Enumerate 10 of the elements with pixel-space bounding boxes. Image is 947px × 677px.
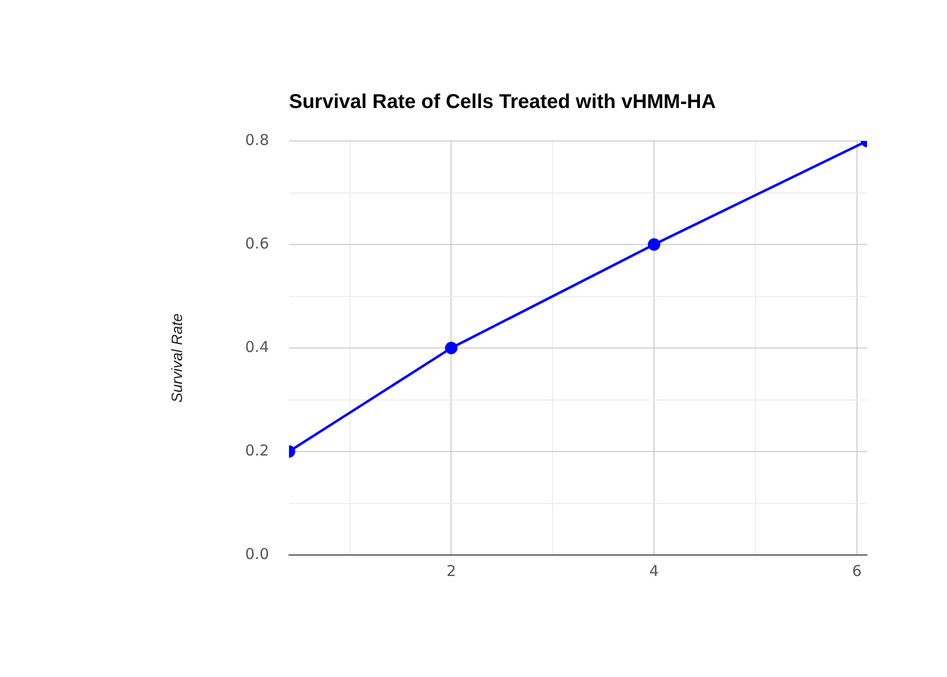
- y-tick-label: 0.8: [245, 130, 269, 149]
- y-tick-label: 0.4: [245, 338, 269, 356]
- x-tick-label: 4: [649, 562, 659, 580]
- y-tick-label: 0.6: [245, 234, 269, 252]
- chart-title: Survival Rate of Cells Treated with vHMM-HA: [289, 91, 716, 113]
- y-tick-label: 0.0: [245, 544, 269, 563]
- y-axis-title: Survival Rate: [169, 313, 186, 403]
- x-tick-label: 2: [446, 562, 456, 580]
- y-tick-label: 0.2: [245, 441, 269, 460]
- x-tick-label: 6: [852, 562, 862, 580]
